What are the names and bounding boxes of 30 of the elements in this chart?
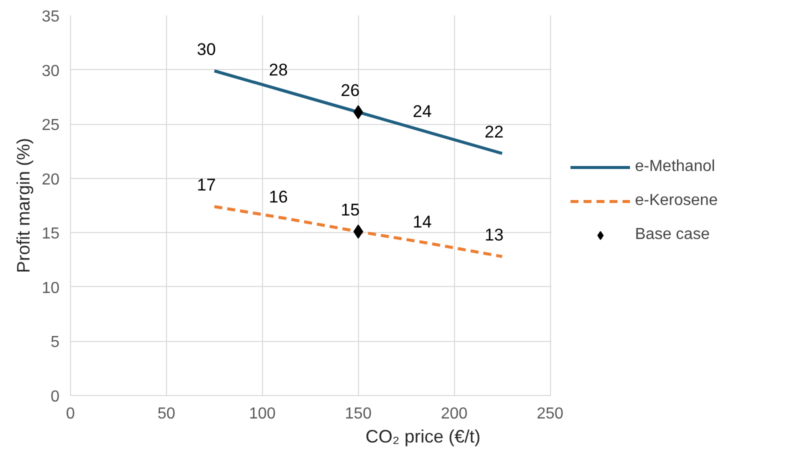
y-tick-label: 20 [42, 171, 60, 188]
legend-label: e-Methanol [635, 158, 716, 176]
y-axis-title: Profit margin (%) [14, 138, 34, 274]
y-tick-label: 35 [42, 8, 60, 26]
x-tick-label: 0 [66, 406, 76, 422]
data-label: 15 [340, 200, 360, 220]
x-axis-title: CO₂ price (€/t) [366, 426, 481, 446]
data-label: 16 [268, 188, 288, 207]
y-tick-label: 0 [50, 388, 60, 406]
legend-label: e-Kerosene [635, 192, 718, 210]
x-tick-label: 150 [344, 406, 372, 422]
y-tick-label: 5 [50, 334, 60, 352]
data-label: 24 [412, 102, 432, 121]
legend-label: Base case [635, 226, 710, 244]
x-tick-label: 200 [440, 406, 468, 422]
y-tick-label: 15 [42, 226, 60, 243]
data-label: 26 [340, 81, 360, 100]
data-label: 17 [196, 176, 216, 195]
data-label: 30 [196, 40, 216, 59]
x-tick-label: 100 [248, 406, 276, 422]
x-tick-label: 250 [536, 406, 564, 422]
data-label: 14 [412, 212, 432, 232]
data-label: 13 [484, 226, 504, 245]
line-series [212, 205, 504, 258]
y-tick-label: 25 [42, 117, 60, 134]
y-tick-label: 10 [42, 280, 60, 297]
data-label: 28 [268, 60, 288, 80]
data-label: 22 [484, 122, 504, 142]
y-tick-label: 30 [42, 62, 60, 80]
x-tick-label: 50 [158, 406, 176, 422]
